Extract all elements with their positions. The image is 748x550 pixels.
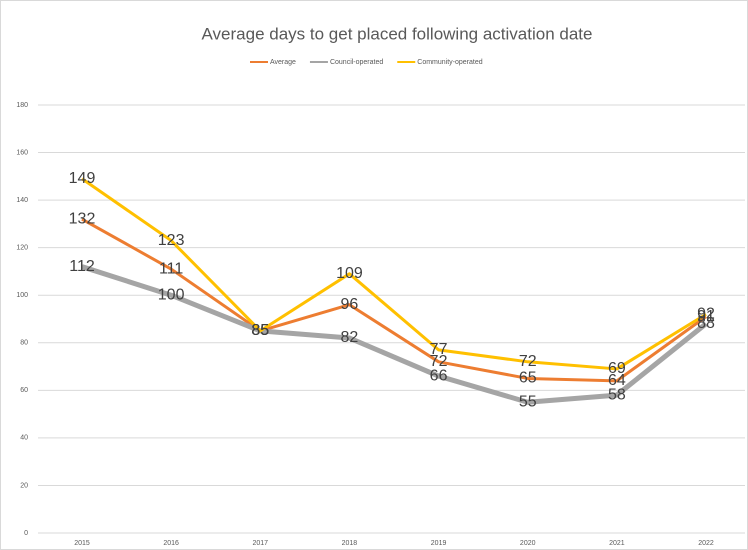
- data-label: 100: [158, 286, 185, 303]
- x-tick-label: 2015: [74, 540, 90, 547]
- y-tick-label: 180: [16, 102, 28, 109]
- data-label: 123: [158, 232, 185, 249]
- data-label: 96: [341, 296, 359, 313]
- x-tick-label: 2016: [163, 540, 179, 547]
- legend-label: Community-operated: [417, 59, 482, 66]
- data-label: 69: [608, 360, 626, 377]
- legend-label: Council-operated: [330, 59, 383, 66]
- data-label: 72: [430, 353, 448, 370]
- x-tick-label: 2017: [252, 540, 268, 547]
- data-label: 132: [69, 210, 96, 227]
- y-tick-label: 0: [24, 530, 28, 537]
- data-label: 82: [341, 329, 359, 346]
- chart-title: Average days to get placed following act…: [202, 24, 593, 43]
- y-tick-label: 20: [20, 482, 28, 489]
- data-label: 85: [251, 322, 269, 339]
- data-label: 149: [69, 170, 96, 187]
- x-tick-label: 2022: [698, 540, 714, 547]
- y-tick-label: 40: [20, 435, 28, 442]
- series-line: [81, 264, 708, 405]
- data-label: 85: [251, 322, 269, 339]
- y-tick-label: 160: [16, 149, 28, 156]
- data-label: 64: [608, 372, 626, 389]
- data-label: 77: [430, 341, 448, 358]
- y-tick-label: 100: [16, 292, 28, 299]
- y-tick-label: 140: [16, 197, 28, 204]
- data-label: 85: [251, 322, 269, 339]
- y-tick-label: 60: [20, 387, 28, 394]
- data-label: 92: [697, 305, 715, 322]
- x-tick-label: 2020: [520, 540, 536, 547]
- series-line: [81, 217, 707, 383]
- data-label: 66: [430, 367, 448, 384]
- legend-label: Average: [270, 59, 296, 66]
- data-label: 109: [336, 265, 363, 282]
- y-tick-label: 120: [16, 245, 28, 252]
- data-label: 55: [519, 393, 537, 410]
- data-label: 72: [519, 353, 537, 370]
- series-line: [81, 177, 707, 371]
- data-label: 65: [519, 370, 537, 387]
- x-tick-label: 2019: [431, 540, 447, 547]
- data-label: 91: [697, 308, 715, 325]
- x-tick-label: 2018: [342, 540, 358, 547]
- data-label: 112: [69, 258, 95, 275]
- data-label: 88: [697, 315, 715, 332]
- y-tick-label: 80: [20, 340, 28, 347]
- x-tick-label: 2021: [609, 540, 625, 547]
- data-label: 58: [608, 386, 626, 403]
- data-label: 111: [159, 260, 183, 277]
